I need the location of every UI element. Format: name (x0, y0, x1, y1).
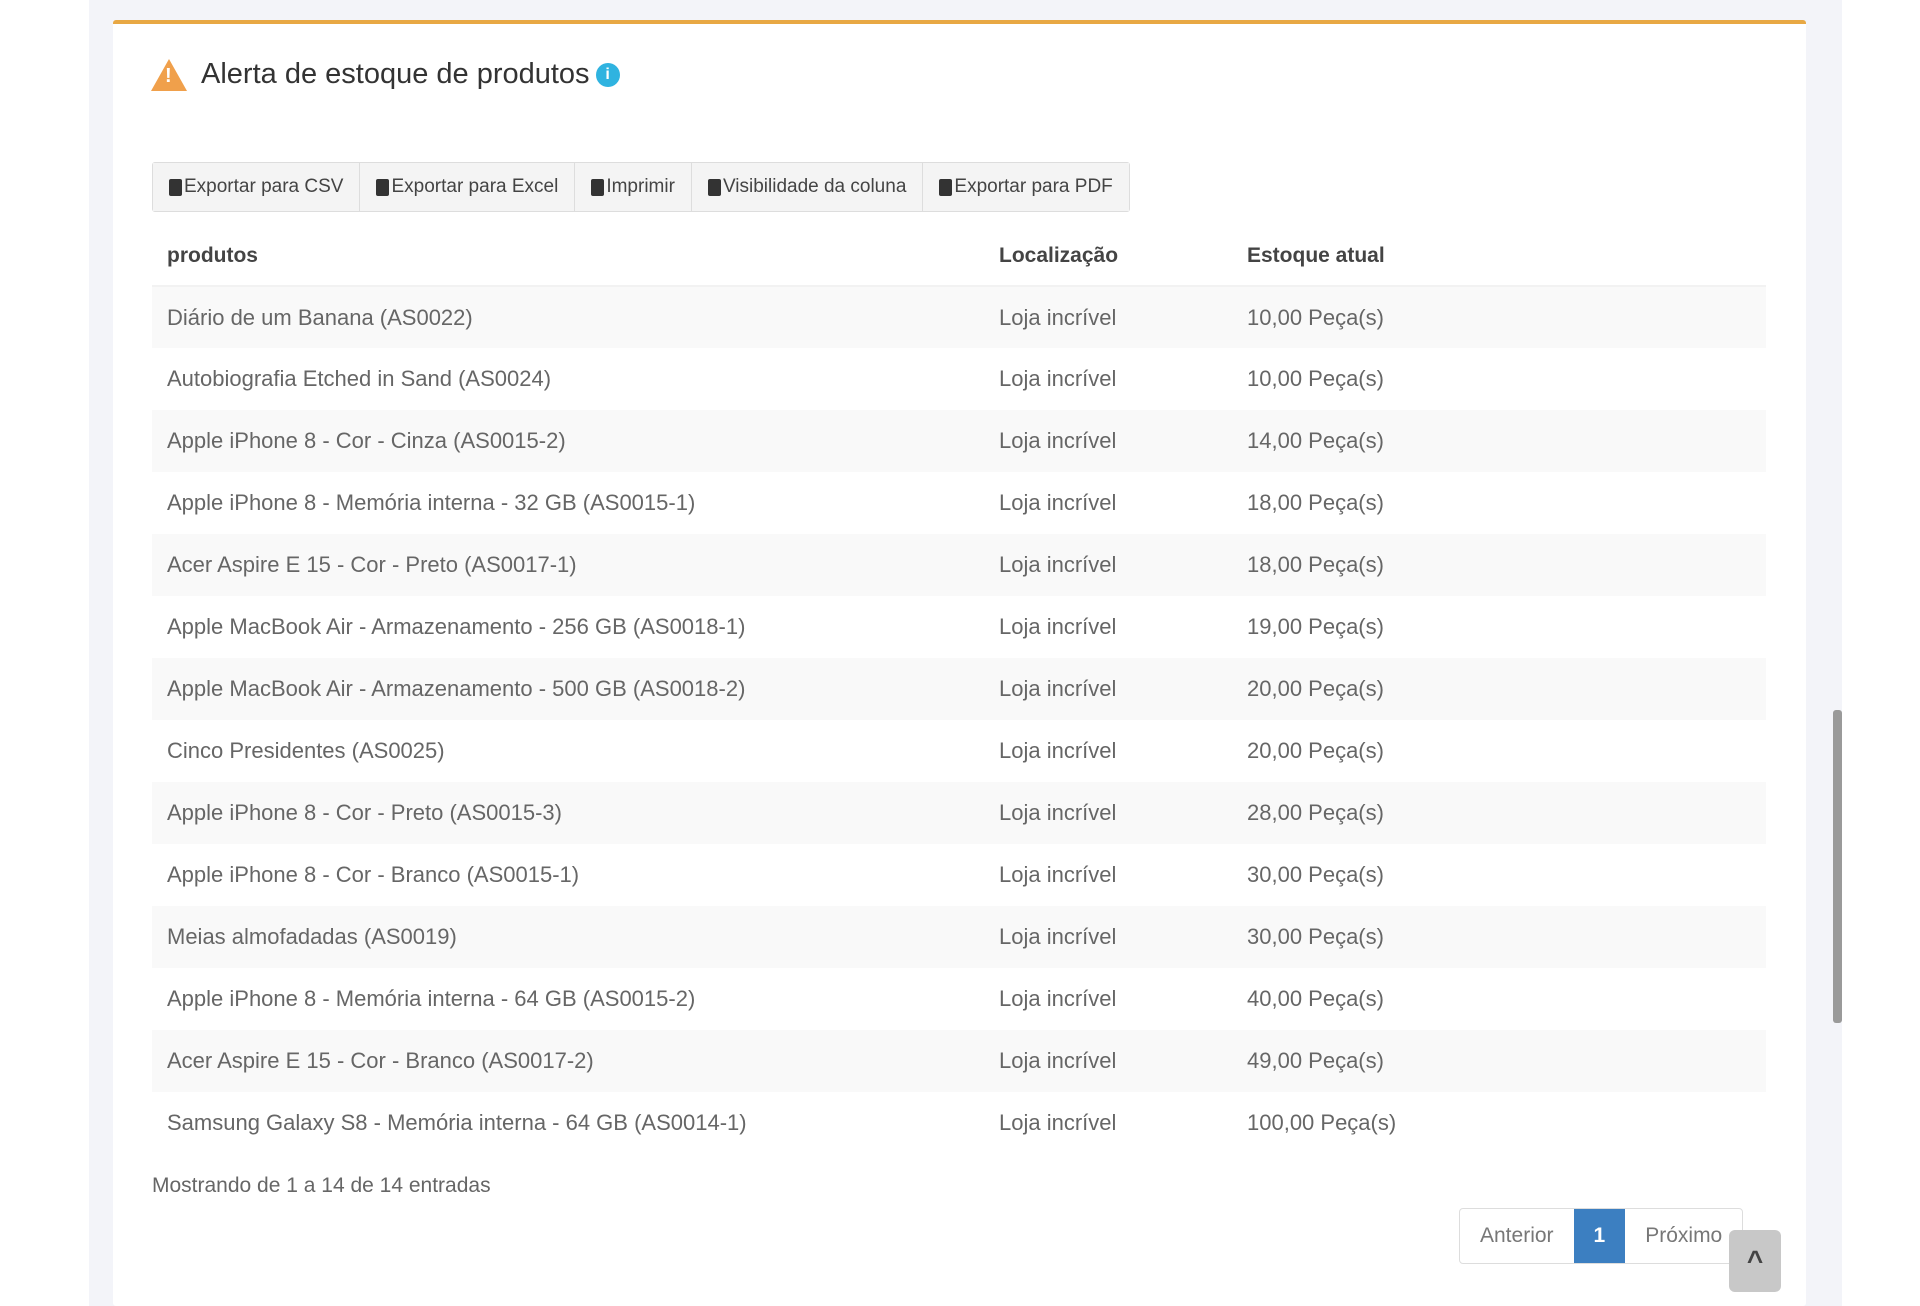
location-cell: Loja incrível (999, 862, 1117, 887)
product-cell: Apple MacBook Air - Armazenamento - 256 … (167, 614, 746, 639)
location-cell: Loja incrível (984, 410, 1232, 472)
product-cell: Apple iPhone 8 - Cor - Preto (AS0015-3) (152, 782, 984, 844)
column-header-stock[interactable]: Estoque atual (1232, 226, 1766, 287)
stock-cell: 30,00 Peça(s) (1232, 906, 1766, 968)
stock-cell: 28,00 Peça(s) (1232, 782, 1766, 844)
product-cell: Cinco Presidentes (AS0025) (167, 738, 445, 763)
previous-page-button[interactable]: Anterior (1480, 1224, 1554, 1247)
stock-cell: 20,00 Peça(s) (1247, 738, 1384, 763)
table-row: Apple MacBook Air - Armazenamento - 500 … (152, 658, 1766, 720)
page-1-button[interactable]: 1 (1573, 1209, 1626, 1263)
stock-cell: 18,00 Peça(s) (1232, 534, 1766, 596)
location-cell: Loja incrível (999, 986, 1117, 1011)
location-cell: Loja incrível (999, 366, 1117, 391)
product-cell: Apple iPhone 8 - Memória interna - 32 GB… (167, 490, 696, 515)
location-cell: Loja incrível (999, 490, 1117, 515)
toolbar-button-columns[interactable]: Visibilidade da coluna (691, 163, 924, 211)
table-row: Apple MacBook Air - Armazenamento - 256 … (152, 596, 1766, 658)
toolbar-button-label: Exportar para PDF (954, 176, 1113, 197)
table-row: Autobiografia Etched in Sand (AS0024) Loj… (152, 348, 1766, 410)
stock-table: produtos Localização Estoque atual Diári… (152, 226, 1766, 1154)
stock-cell: 20,00 Peça(s) (1232, 658, 1766, 720)
product-cell: Apple iPhone 8 - Cor - Cinza (AS0015-2) (152, 410, 984, 472)
stock-cell: 30,00 Peça(s) (1247, 862, 1384, 887)
column-header-location[interactable]: Localização (984, 226, 1232, 287)
product-cell: Acer Aspire E 15 - Cor - Branco (AS0017-… (152, 1030, 984, 1092)
product-cell: Apple iPhone 8 - Cor - Branco (AS0015-1) (167, 862, 580, 887)
table-row: Apple iPhone 8 - Memória interna - 64 GB… (152, 968, 1766, 1030)
pagination: Anterior 1 Próximo (1459, 1208, 1744, 1264)
location-cell: Loja incrível (999, 1110, 1117, 1135)
table-row: Samsung Galaxy S8 - Memória interna - 64… (152, 1092, 1766, 1154)
export-toolbar: Exportar para CSV Exportar para Excel Impr… (152, 162, 1130, 212)
stock-cell: 10,00 Peça(s) (1232, 286, 1766, 348)
table-row: Apple iPhone 8 - Memória interna - 32 GB… (152, 472, 1766, 534)
card-title-text: Alerta de estoque de produtos (201, 58, 590, 90)
location-cell: Loja incrível (984, 286, 1232, 348)
warning-icon (151, 58, 187, 91)
table-row: Cinco Presidentes (AS0025) Loja incrível 2… (152, 720, 1766, 782)
info-icon[interactable]: i (595, 62, 620, 87)
product-cell: Acer Aspire E 15 - Cor - Preto (AS0017-1… (152, 534, 984, 596)
toolbar-button-file-csv[interactable]: Exportar para CSV (153, 163, 361, 211)
stock-cell: 49,00 Peça(s) (1232, 1030, 1766, 1092)
scrollbar-thumb[interactable] (1833, 710, 1842, 1023)
location-cell: Loja incrível (999, 738, 1117, 763)
back-to-top-button[interactable]: ^ (1729, 1230, 1781, 1292)
table-row: Acer Aspire E 15 - Cor - Branco (AS0017-… (152, 1030, 1766, 1092)
product-cell: Samsung Galaxy S8 - Memória interna - 64… (167, 1110, 747, 1135)
column-header-products[interactable]: produtos (152, 226, 984, 287)
product-cell: Diário de um Banana (AS0022) (152, 286, 984, 348)
table-row: Apple iPhone 8 - Cor - Cinza (AS0015-2) L… (152, 410, 1766, 472)
product-cell: Autobiografia Etched in Sand (AS0024) (167, 366, 552, 391)
location-cell: Loja incrível (984, 534, 1232, 596)
card-title: Alerta de estoque de produtos i (151, 58, 620, 91)
toolbar-button-label: Visibilidade da coluna (722, 176, 907, 197)
toolbar-button-file-pdf[interactable]: Exportar para PDF (923, 163, 1129, 211)
stock-cell: 18,00 Peça(s) (1247, 490, 1384, 515)
stock-cell: 100,00 Peça(s) (1247, 1110, 1397, 1135)
product-cell: Apple MacBook Air - Armazenamento - 500 … (152, 658, 984, 720)
location-cell: Loja incrível (984, 658, 1232, 720)
product-cell: Meias almofadadas (AS0019) (152, 906, 984, 968)
stock-alert-card: Alerta de estoque de produtos i Exportar… (113, 20, 1806, 1306)
table-row: Acer Aspire E 15 - Cor - Preto (AS0017-1… (152, 534, 1766, 596)
stock-cell: 40,00 Peça(s) (1247, 986, 1384, 1011)
location-cell: Loja incrível (984, 782, 1232, 844)
table-row: Apple iPhone 8 - Cor - Preto (AS0015-3) L… (152, 782, 1766, 844)
file-csv-icon (169, 178, 182, 196)
toolbar-button-label: Exportar para CSV (184, 176, 344, 197)
table-row: Meias almofadadas (AS0019) Loja incrível 3… (152, 906, 1766, 968)
stock-cell: 19,00 Peça(s) (1247, 614, 1384, 639)
location-cell: Loja incrível (999, 614, 1117, 639)
table-header-row: produtos Localização Estoque atual (152, 226, 1766, 287)
toolbar-button-label: Exportar para Excel (391, 176, 559, 197)
location-cell: Loja incrível (984, 906, 1232, 968)
stock-cell: 10,00 Peça(s) (1247, 366, 1384, 391)
toolbar-button-file-excel[interactable]: Exportar para Excel (360, 163, 576, 211)
toolbar-button-print[interactable]: Imprimir (575, 163, 692, 211)
table-info: Mostrando de 1 a 14 de 14 entradas (152, 1174, 491, 1197)
stock-cell: 14,00 Peça(s) (1232, 410, 1766, 472)
columns-icon (707, 178, 721, 196)
table-row: Apple iPhone 8 - Cor - Branco (AS0015-1)… (152, 844, 1766, 906)
chevron-up-icon: ^ (1746, 1245, 1764, 1276)
next-page-button[interactable]: Próximo (1645, 1224, 1723, 1247)
toolbar-button-label: Imprimir (606, 176, 675, 197)
product-cell: Apple iPhone 8 - Memória interna - 64 GB… (167, 986, 696, 1011)
table-row: Diário de um Banana (AS0022) Loja incríve… (152, 286, 1766, 348)
file-excel-icon (376, 178, 390, 196)
print-icon (591, 178, 605, 196)
location-cell: Loja incrível (984, 1030, 1232, 1092)
file-pdf-icon (939, 178, 953, 196)
